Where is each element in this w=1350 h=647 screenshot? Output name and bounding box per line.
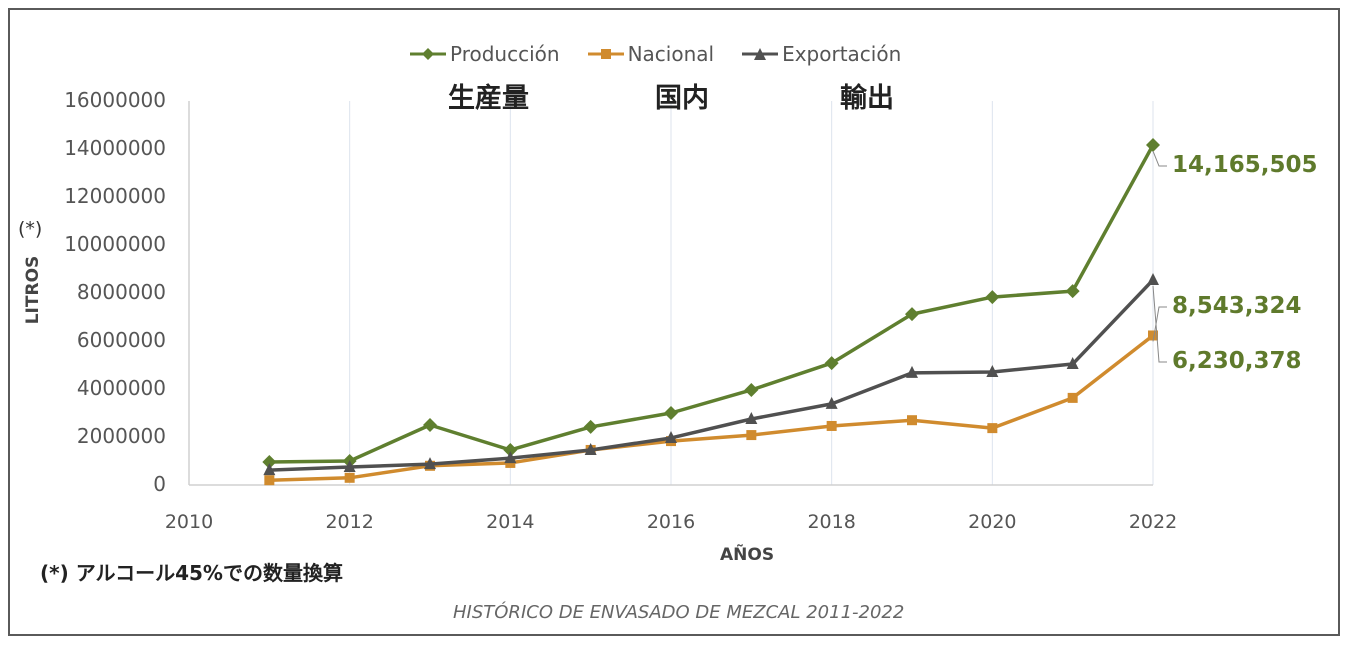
legend-label: Nacional — [627, 42, 715, 66]
data-point — [744, 382, 759, 397]
y-tick-label: 14000000 — [64, 136, 166, 160]
legend-label: Producción — [450, 42, 560, 66]
data-point — [343, 460, 356, 472]
data-point — [1148, 330, 1158, 341]
data-point — [344, 472, 355, 483]
x-tick-label: 2022 — [1128, 511, 1178, 533]
x-tick-label: 2020 — [968, 511, 1017, 533]
legend: Producción Nacional Exportación — [410, 42, 901, 66]
data-label-nacional: 6,230,378 — [1172, 348, 1302, 374]
data-point — [985, 290, 1000, 305]
data-label-exportacion: 8,543,324 — [1172, 293, 1302, 319]
data-point — [263, 463, 276, 476]
y-axis-label: LITROS — [23, 255, 43, 325]
series-line-producción — [269, 144, 1155, 464]
data-point — [583, 419, 598, 434]
data-label-produccion: 14,165,505 — [1172, 152, 1318, 178]
legend-item-exportacion: Exportación — [742, 42, 901, 66]
data-point — [824, 356, 839, 371]
caption: HISTÓRICO DE ENVASADO DE MEZCAL 2011-202… — [453, 602, 905, 623]
data-point — [746, 430, 757, 441]
x-tick-label: 2016 — [646, 511, 696, 533]
data-point — [424, 457, 436, 470]
data-point — [423, 418, 437, 432]
x-tick-label: 2014 — [486, 511, 535, 533]
data-point — [1066, 357, 1079, 370]
y-tick-label: 6000000 — [76, 328, 166, 352]
series-line-exportación — [269, 278, 1155, 472]
data-point — [1146, 138, 1160, 153]
leader-line — [1152, 285, 1167, 363]
data-point — [907, 415, 917, 426]
data-point — [987, 423, 998, 434]
data-point — [825, 396, 838, 409]
data-point — [262, 454, 277, 469]
data-point — [264, 475, 275, 486]
data-point — [664, 406, 678, 420]
leader-line — [1152, 306, 1167, 342]
data-point — [1147, 272, 1159, 285]
jp-label-produccion: 生産量 — [448, 83, 529, 114]
data-point — [1065, 284, 1080, 299]
data-point — [1067, 392, 1078, 403]
x-tick-label: 2010 — [164, 511, 214, 533]
footnote: (*) アルコール45%での数量換算 — [40, 561, 343, 585]
y-tick-label: 0 — [153, 472, 166, 496]
data-point — [745, 412, 758, 424]
y-tick-label: 12000000 — [64, 184, 166, 208]
y-tick-label: 8000000 — [76, 280, 166, 304]
data-point — [503, 442, 518, 457]
jp-label-exportacion: 輸出 — [840, 83, 894, 114]
data-point — [906, 365, 918, 378]
x-axis-label: AÑOS — [720, 545, 775, 565]
data-point — [584, 442, 597, 455]
ylabel-marker: (*) — [18, 218, 43, 240]
series-line-nacional — [269, 334, 1155, 482]
y-tick-label: 10000000 — [64, 232, 166, 256]
y-tick-label: 16000000 — [64, 88, 166, 112]
leader-line — [1152, 150, 1167, 167]
data-point — [826, 420, 837, 431]
x-tick-label: 2018 — [807, 511, 856, 533]
jp-label-nacional: 国内 — [655, 83, 709, 114]
chart-frame — [8, 8, 1340, 636]
legend-label: Exportación — [782, 42, 902, 66]
data-point — [504, 451, 517, 464]
data-point — [986, 364, 999, 377]
data-point — [905, 307, 919, 322]
data-point — [665, 430, 677, 443]
x-tick-label: 2012 — [325, 511, 374, 533]
y-tick-label: 2000000 — [76, 424, 166, 448]
y-tick-label: 4000000 — [76, 376, 166, 400]
legend-item-nacional: Nacional — [587, 42, 715, 66]
legend-item-produccion: Producción — [410, 42, 560, 66]
